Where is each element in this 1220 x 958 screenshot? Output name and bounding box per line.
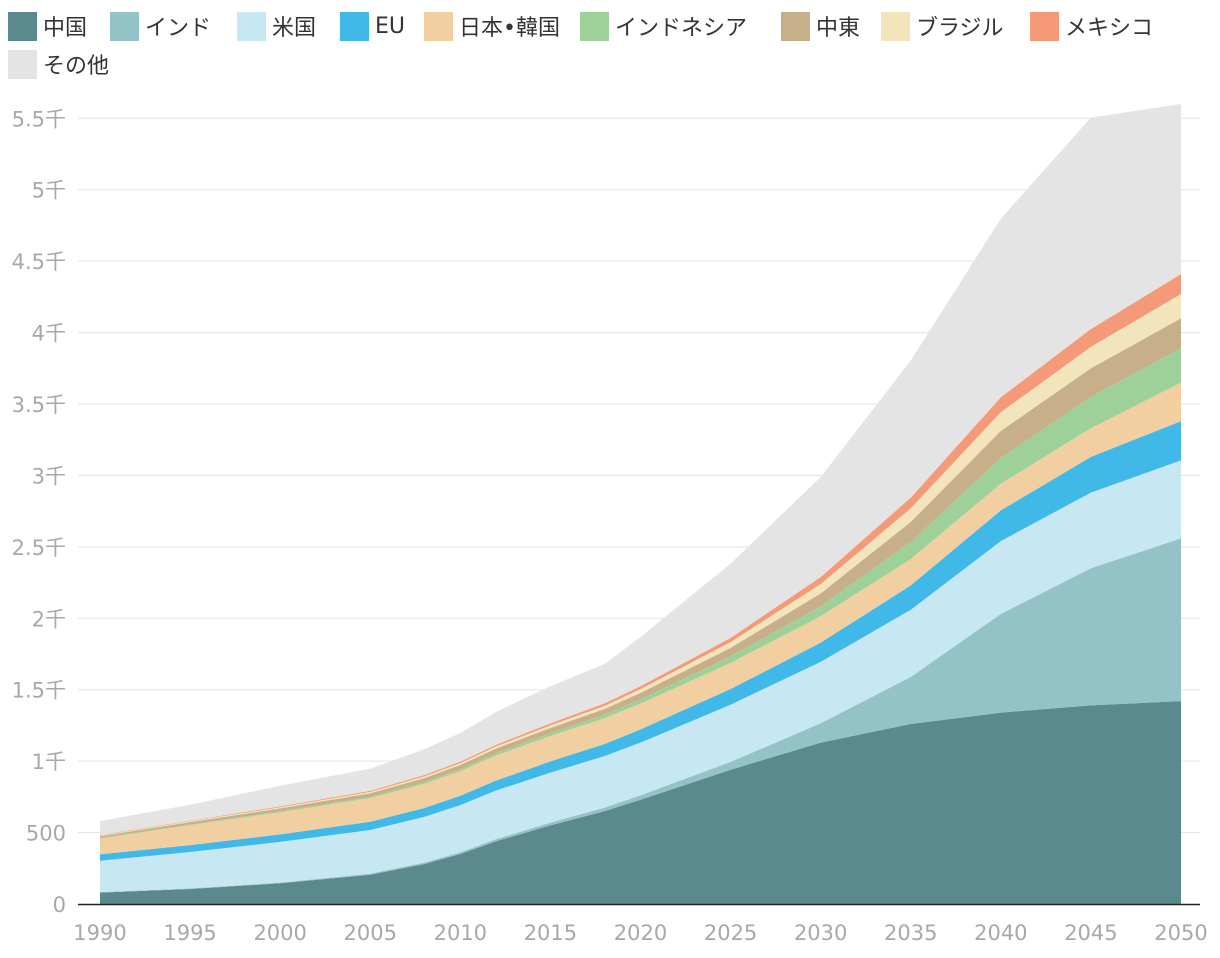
legend-item[interactable]: メキシコ [1030,11,1153,41]
y-tick-label: 500 [26,822,66,846]
legend-item[interactable]: 中東 [781,11,860,41]
gridlines [78,117,1200,834]
x-tick-label: 2020 [614,921,667,945]
x-tick-label: 2010 [434,921,487,945]
x-axis: 1990 1995 2000 2005 2010 2015 2020 2025 2030 2035… [73,903,1208,945]
legend-item[interactable]: インドネシア [580,11,747,41]
x-tick-label: 2045 [1064,921,1117,945]
x-tick-label: 2000 [253,921,306,945]
legend-swatch [110,11,139,41]
legend-label: 日本•韓国 [459,16,560,41]
legend-label: 中東 [816,16,861,41]
legend-item[interactable]: 中国 [8,11,87,41]
legend-swatch [8,49,37,79]
x-tick-label: 2050 [1154,921,1207,945]
legend-swatch [1030,11,1059,41]
y-tick-label: 1.5千 [12,679,66,703]
legend-swatch [881,11,910,41]
area-series-1 [100,538,1181,893]
legend-label: インドネシア [615,16,748,41]
legend-swatch [424,11,453,41]
x-tick-label: 1990 [73,921,126,945]
y-tick-label: 4.5千 [12,250,66,274]
legend-item[interactable]: ブラジル [881,11,1004,41]
legend-item[interactable]: 日本•韓国 [424,11,560,41]
y-tick-label: 1千 [32,750,66,774]
legend-label: 中国 [43,16,88,41]
legend-item[interactable]: EU [340,11,405,41]
x-tick-label: 2035 [884,921,937,945]
y-tick-label: 5千 [32,179,66,203]
legend-swatch [237,11,266,41]
area-series-9 [100,104,1181,836]
y-tick-label: 3.5千 [12,393,66,417]
x-tick-label: 2030 [794,921,847,945]
y-tick-label: 2.5千 [12,536,66,560]
y-tick-label: 4千 [32,322,66,346]
x-tick-label: 2040 [974,921,1027,945]
y-tick-label: 0 [53,893,66,917]
area-series-0 [100,701,1181,904]
legend-item[interactable]: インド [110,11,211,41]
legend-swatch [781,11,810,41]
area-series [100,104,1181,904]
legend-label: メキシコ [1065,16,1154,41]
legend-swatch [340,11,369,41]
legend-label: ブラジル [916,16,1004,41]
legend-swatch [8,11,37,41]
legend-swatch [580,11,609,41]
x-tick-label: 2015 [524,921,577,945]
legend-label: その他 [43,54,110,79]
y-tick-label: 5.5千 [12,107,66,131]
y-tick-label: 2千 [32,607,66,631]
legend-label: インド [145,16,212,41]
legend-label: 米国 [272,16,317,41]
x-tick-label: 2025 [704,921,757,945]
legend-label: EU [375,13,406,39]
legend-item[interactable]: 米国 [237,11,316,41]
x-tick-label: 2005 [344,921,397,945]
area-series-2 [100,460,1181,893]
legend-item[interactable]: その他 [8,49,109,79]
y-axis: 0 500 1千 1.5千 2千 2.5千 3千 3.5千 4千 4.5千 5千 5.5千 [12,107,66,917]
y-tick-label: 3千 [32,464,66,488]
x-tick-label: 1995 [163,921,216,945]
